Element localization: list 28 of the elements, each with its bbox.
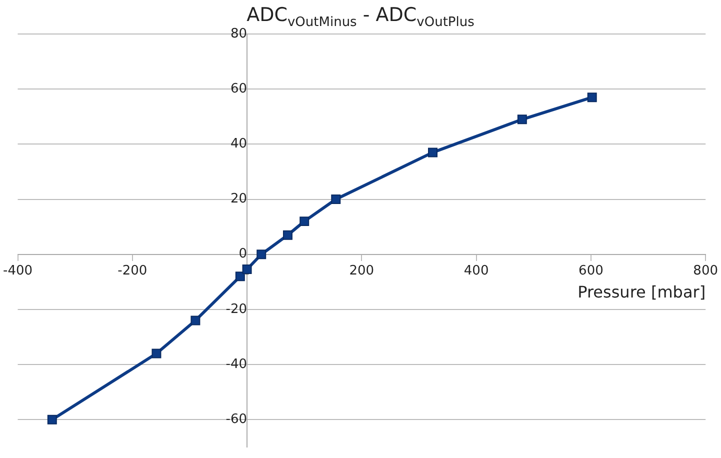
y-tick-label: -40 — [226, 356, 248, 372]
y-tick-label: -60 — [226, 412, 248, 428]
point — [587, 92, 597, 102]
point — [331, 194, 341, 204]
x-tick-label: 400 — [464, 264, 489, 279]
point — [152, 348, 162, 358]
point — [428, 148, 438, 158]
y-tick-label: 0 — [238, 246, 248, 262]
chart-title: ADC$_{vOutMinus}$ - ADC$_{vOutPlus}$ — [246, 4, 474, 30]
point — [517, 114, 527, 124]
point — [300, 216, 310, 226]
y-tick-label: 40 — [230, 136, 248, 152]
x-tick-label: 800 — [693, 264, 718, 279]
x-tick-label: 600 — [578, 264, 604, 279]
y-tick-label: 60 — [230, 81, 248, 96]
y-tick-label: 20 — [230, 192, 248, 207]
point — [235, 272, 245, 282]
y-tick-label: -20 — [226, 302, 248, 317]
point — [256, 250, 266, 260]
point — [242, 264, 252, 274]
x-tick-label: -200 — [118, 264, 148, 279]
x-tick-label: 200 — [349, 264, 374, 279]
point — [282, 230, 292, 240]
x-tick-label: -400 — [2, 264, 33, 279]
x-axis-title: Pressure [mbar] — [578, 282, 706, 302]
y-tick-label: 80 — [230, 26, 248, 42]
point — [47, 414, 57, 424]
point — [190, 316, 200, 326]
